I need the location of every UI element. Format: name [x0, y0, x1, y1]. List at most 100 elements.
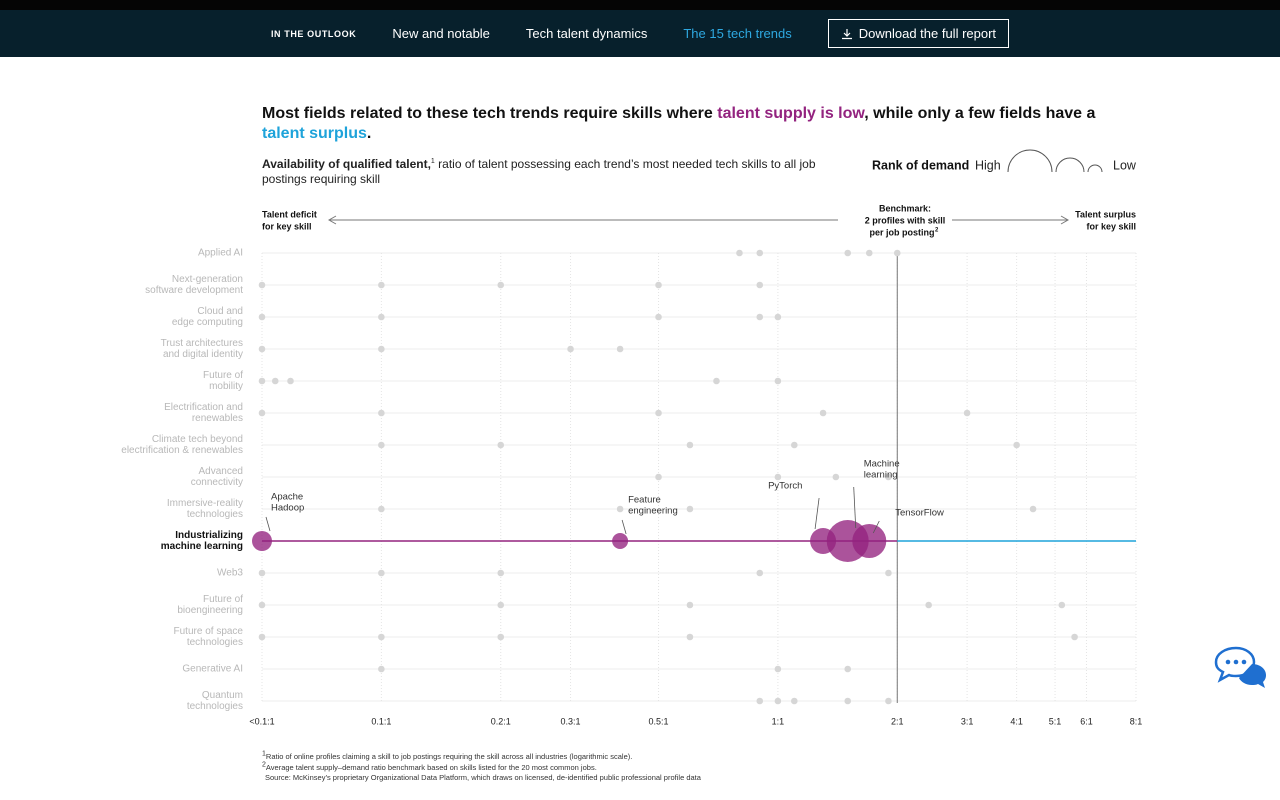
bubble	[252, 531, 272, 551]
deficit-arrow	[327, 215, 838, 225]
bubble	[826, 520, 869, 562]
point	[832, 473, 840, 481]
nav-link[interactable]: The 15 tech trends	[683, 26, 792, 41]
point	[686, 441, 694, 449]
point	[893, 249, 901, 257]
footnote-ref: 2	[262, 761, 266, 768]
download-button[interactable]: Download the full report	[827, 19, 1010, 48]
point	[378, 281, 385, 289]
point	[686, 633, 694, 641]
category-label: Applied AI	[198, 248, 243, 259]
x-tick-label: 0.1:1	[371, 716, 391, 726]
point-label: learning	[864, 470, 898, 481]
x-tick-label: 8:1	[1130, 716, 1143, 726]
title-part: talent surplus	[262, 125, 367, 142]
point	[258, 345, 266, 353]
bubble	[612, 533, 629, 549]
annotation: Talent surplus	[1075, 209, 1136, 219]
category-label: Generative AI	[182, 664, 243, 675]
legend-circle	[1055, 157, 1085, 173]
point	[258, 281, 266, 289]
point	[497, 281, 505, 289]
point	[756, 697, 764, 705]
category-label: Cloud and	[197, 306, 243, 317]
point	[287, 377, 294, 385]
annotation: for key skill	[1086, 221, 1136, 231]
category-label: technologies	[187, 509, 243, 520]
x-tick-label: 0.3:1	[561, 716, 581, 726]
point	[774, 665, 782, 673]
nav-bar: IN THE OUTLOOK New and notable Tech tale…	[0, 10, 1280, 57]
point	[686, 601, 694, 609]
category-label: Quantum	[202, 690, 243, 701]
point	[655, 281, 662, 289]
category-label: edge computing	[172, 317, 243, 328]
point	[497, 441, 505, 449]
legend-high: High	[975, 158, 1001, 172]
category-label: Advanced	[199, 466, 243, 477]
leader-line	[814, 497, 820, 530]
category-label: Climate tech beyond	[152, 434, 243, 445]
footnotes: 1Ratio of online profiles claiming a ski…	[262, 750, 1062, 784]
point	[736, 249, 743, 257]
point	[271, 377, 279, 385]
plot: <0.1:1 0.1:1 0.2:1 0.3:1 0.5:1 1:1 2:1 3:1 4:1 5:…	[121, 248, 1142, 727]
x-tick-label: 2:1	[891, 716, 904, 726]
point	[844, 249, 852, 257]
nav-link[interactable]: New and notable	[392, 26, 490, 41]
point	[756, 249, 764, 257]
point	[655, 409, 662, 417]
nav-link[interactable]: Tech talent dynamics	[525, 26, 648, 41]
point	[774, 313, 782, 321]
annotation: 2 profiles with skill	[865, 215, 946, 225]
point	[844, 697, 852, 705]
category-label: Immersive-reality	[167, 498, 243, 509]
point	[258, 601, 266, 609]
chat-icon[interactable]	[1212, 642, 1272, 692]
category-label: Future of space	[174, 626, 244, 637]
point	[885, 473, 892, 481]
point	[925, 601, 932, 609]
point-label: Machine	[864, 459, 900, 470]
annotation: per job posting	[870, 227, 935, 237]
point-label: PyTorch	[768, 481, 802, 492]
category-label: electrification & renewables	[121, 445, 243, 456]
point	[756, 281, 764, 289]
category-label: technologies	[187, 637, 243, 648]
category-label: Industrializing	[175, 530, 243, 541]
point	[885, 697, 892, 705]
category-label: Electrification and	[164, 402, 243, 413]
point	[378, 569, 385, 577]
point	[865, 249, 873, 257]
x-tick-label: 0.5:1	[649, 716, 669, 726]
title-part: Most fields related to these tech trends…	[262, 105, 718, 122]
point	[497, 569, 505, 577]
point	[497, 633, 505, 641]
point	[616, 505, 624, 513]
x-tick-label: 6:1	[1080, 716, 1093, 726]
footnote-text: Average talent supply–demand ratio bench…	[265, 762, 597, 772]
bubble	[810, 528, 837, 554]
leader-line	[853, 486, 857, 529]
annotation: Talent deficit	[262, 209, 317, 219]
category-label: Future of	[203, 370, 243, 381]
category-label: mobility	[209, 381, 243, 392]
annotation: for key skill	[262, 221, 312, 231]
point	[791, 441, 798, 449]
point	[756, 313, 764, 321]
download-icon	[841, 28, 852, 39]
point	[655, 313, 662, 321]
point	[378, 665, 385, 673]
leader-line	[872, 520, 880, 534]
point	[774, 377, 782, 385]
point	[756, 569, 764, 577]
title-part: talent supply is low	[717, 105, 865, 122]
point-label: Hadoop	[271, 503, 304, 514]
footnote-ref: 1	[430, 158, 435, 165]
point	[616, 345, 624, 353]
point	[378, 345, 385, 353]
footnote-ref: 1	[262, 750, 266, 758]
category-label: machine learning	[161, 541, 243, 552]
footnote-text: Source: McKinsey’s proprietary Organizat…	[265, 773, 701, 782]
